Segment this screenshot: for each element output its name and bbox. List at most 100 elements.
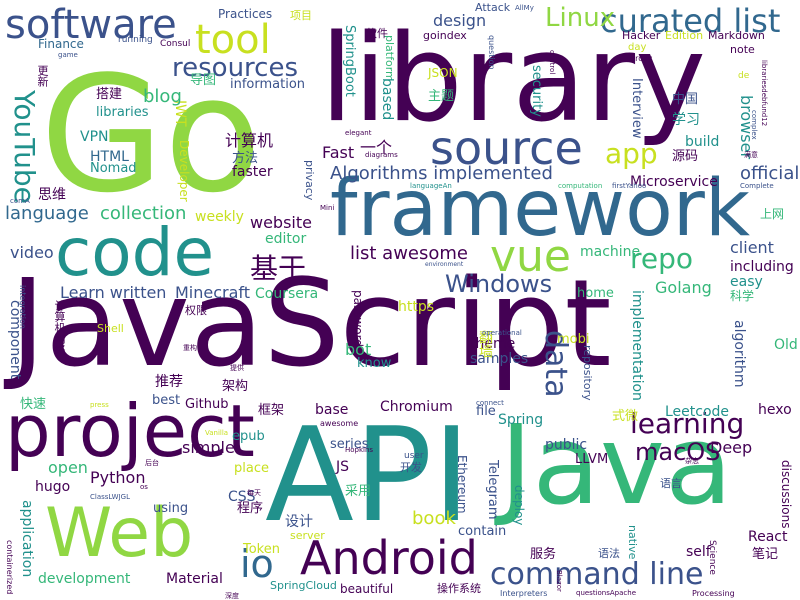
- cloud-word: librariesdebfund12: [760, 60, 768, 127]
- cloud-word: os: [140, 483, 148, 491]
- cloud-word: list awesome: [350, 243, 468, 264]
- cloud-word: Developer: [177, 140, 191, 202]
- cloud-word: Markdown: [708, 29, 765, 42]
- cloud-word: home: [577, 286, 614, 301]
- cloud-word: 更新: [36, 65, 49, 87]
- cloud-word: 笔记: [752, 547, 779, 562]
- cloud-word: open: [48, 458, 88, 477]
- cloud-word: software: [5, 2, 177, 48]
- cloud-word: Mini: [320, 204, 335, 212]
- cloud-word: Blazor: [555, 570, 563, 592]
- cloud-word: book: [412, 508, 456, 529]
- cloud-word: series: [330, 437, 369, 452]
- cloud-word: collection: [100, 203, 187, 224]
- cloud-word: macOS: [635, 438, 721, 466]
- cloud-word: integration: [18, 285, 27, 329]
- cloud-word: 深度: [225, 592, 239, 600]
- cloud-word: 中国: [672, 92, 699, 107]
- cloud-word: Algorithms implemented: [330, 163, 553, 184]
- cloud-word: privacy: [303, 160, 316, 201]
- cloud-word: using: [153, 501, 189, 516]
- cloud-word: Interpreters: [500, 589, 548, 598]
- cloud-word: Processing: [692, 589, 735, 598]
- cloud-word: 式微: [612, 409, 639, 424]
- cloud-word: blog: [143, 86, 182, 107]
- cloud-word: Windows: [445, 270, 553, 298]
- cloud-word: public: [545, 437, 588, 453]
- cloud-word: resources: [172, 53, 299, 83]
- cloud-word: 上网: [760, 207, 785, 221]
- cloud-word: 权限: [185, 304, 207, 317]
- cloud-word: Nomad: [90, 161, 137, 176]
- cloud-word: contain: [458, 524, 507, 539]
- cloud-word: machine: [580, 244, 641, 260]
- cloud-word: 导图: [190, 73, 217, 88]
- cloud-word: goindex: [423, 29, 467, 42]
- cloud-word: 翻墙: [477, 330, 493, 358]
- cloud-word: CSS: [228, 489, 256, 505]
- cloud-word: ClassLWJGL: [90, 493, 130, 501]
- cloud-word: Java: [500, 401, 733, 529]
- cloud-word: Hacker: [622, 29, 661, 42]
- cloud-word: game: [58, 51, 78, 59]
- cloud-word: bot: [345, 340, 372, 359]
- cloud-word: Complete: [740, 182, 774, 190]
- cloud-word: JSON: [428, 66, 458, 80]
- cloud-word: Spring: [498, 412, 544, 428]
- cloud-word: hexo: [758, 402, 792, 418]
- cloud-word: VPN: [80, 129, 109, 145]
- cloud-word: base: [315, 402, 349, 418]
- cloud-word: 采用: [345, 484, 372, 499]
- cloud-word: official: [740, 163, 800, 184]
- cloud-word: 程序: [237, 501, 264, 516]
- cloud-word: mobi: [557, 332, 590, 347]
- cloud-word: Interview: [629, 78, 644, 139]
- cloud-word: 架构: [222, 379, 249, 394]
- cloud-word: platform: [383, 35, 396, 82]
- cloud-word: application: [19, 500, 35, 578]
- cloud-word: Consul: [160, 39, 191, 49]
- cloud-word: vue: [490, 231, 571, 282]
- cloud-word: Android: [300, 531, 478, 585]
- cloud-word: security: [529, 65, 544, 117]
- cloud-word: 重构: [183, 344, 197, 352]
- cloud-word: server: [290, 529, 325, 542]
- cloud-word: containerized: [5, 540, 14, 595]
- cloud-word: learning: [630, 407, 745, 440]
- cloud-word: repository: [581, 345, 594, 401]
- cloud-word: Learn written: [60, 283, 167, 302]
- cloud-word: hugo: [35, 479, 71, 495]
- cloud-word: io: [240, 542, 274, 586]
- cloud-word: epub: [232, 429, 265, 444]
- cloud-word: Edition: [665, 29, 704, 42]
- cloud-word: weekly: [195, 209, 244, 225]
- cloud-word: 操作系统: [437, 582, 481, 595]
- cloud-word: 杂志: [685, 457, 699, 465]
- cloud-word: Ethereum: [455, 455, 469, 514]
- cloud-word: 后台: [145, 459, 159, 467]
- cloud-word: framework: [330, 164, 751, 254]
- cloud-word: 科学: [730, 289, 755, 303]
- cloud-word: editor: [265, 231, 307, 247]
- cloud-word: app: [605, 137, 658, 170]
- cloud-word: https: [398, 299, 435, 315]
- cloud-word: repo: [630, 242, 694, 275]
- cloud-word: JS: [336, 459, 350, 475]
- cloud-word: YouTube: [8, 90, 41, 204]
- cloud-word: based: [379, 78, 395, 121]
- cloud-word: press: [90, 401, 109, 409]
- cloud-word: 框架: [258, 403, 285, 418]
- cloud-word: easy: [730, 274, 763, 290]
- cloud-word: deploy: [512, 485, 526, 526]
- cloud-word: 主题: [428, 89, 455, 104]
- cloud-word: operational: [482, 329, 522, 337]
- cloud-word: Vanilla: [205, 429, 229, 437]
- cloud-word: React: [748, 529, 788, 545]
- cloud-word: 项目: [290, 9, 312, 22]
- cloud-word: self: [686, 544, 711, 560]
- cloud-word: password: [351, 290, 365, 347]
- cloud-word: Telegram: [485, 460, 500, 520]
- cloud-word: 基于: [250, 252, 307, 285]
- cloud-word: including: [730, 259, 794, 275]
